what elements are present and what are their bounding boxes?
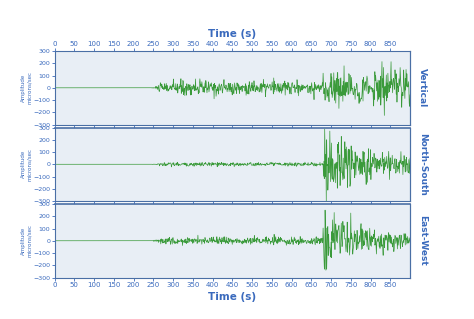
X-axis label: Time (s): Time (s) xyxy=(208,292,256,302)
Y-axis label: Amplitude
microns/sec: Amplitude microns/sec xyxy=(21,224,32,257)
Y-axis label: Amplitude
microns/sec: Amplitude microns/sec xyxy=(21,71,32,104)
Y-axis label: East-West: East-West xyxy=(419,215,428,266)
Y-axis label: Amplitude
microns/sec: Amplitude microns/sec xyxy=(21,148,32,181)
Y-axis label: Vertical: Vertical xyxy=(419,68,428,108)
X-axis label: Time (s): Time (s) xyxy=(208,29,256,39)
Y-axis label: North-South: North-South xyxy=(419,133,428,196)
